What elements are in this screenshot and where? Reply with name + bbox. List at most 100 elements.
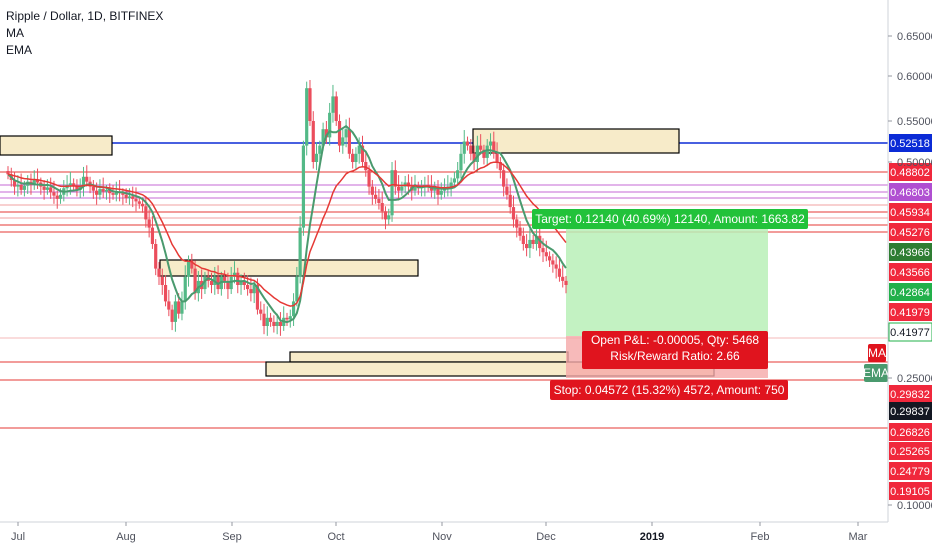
candle-body: [387, 215, 391, 220]
candle-body: [52, 192, 56, 196]
candle-body: [278, 321, 283, 326]
candle-body: [131, 196, 135, 199]
price-label-box: [889, 423, 932, 441]
price-label: 0.48802: [890, 167, 930, 179]
candle-body: [318, 145, 322, 154]
candle-body: [305, 88, 309, 146]
candle-body: [564, 280, 568, 285]
candle-body: [272, 321, 276, 326]
support-zone-box: [472, 128, 680, 154]
candle-body: [262, 313, 266, 326]
candle-body: [390, 170, 394, 216]
time-tick-label: Mar: [849, 531, 868, 543]
candle-body: [498, 162, 502, 171]
candle-body: [252, 285, 256, 294]
price-label-box: [889, 303, 932, 321]
candle-body: [134, 198, 138, 202]
candle-body: [160, 276, 164, 285]
candle-body: [137, 201, 141, 204]
candle-body: [452, 178, 456, 183]
price-label: 0.19105: [890, 486, 930, 498]
candle-body: [311, 121, 315, 162]
candle-body: [377, 198, 381, 203]
ma-tag: MA: [868, 346, 886, 360]
price-label-box: [888, 322, 932, 342]
candle-body: [229, 276, 233, 290]
price-label: 0.29837: [890, 406, 930, 418]
candle-body: [144, 206, 148, 220]
target-zone: [566, 228, 768, 336]
pnl-box-box: [582, 331, 768, 369]
chart-legend: Ripple / Dollar, 1D, BITFINEX MA EMA: [6, 8, 163, 59]
candle-body: [32, 180, 36, 185]
candle-body: [173, 301, 177, 322]
candle-body: [482, 149, 486, 158]
candle-body: [163, 285, 168, 302]
candle-body: [268, 317, 273, 322]
candle-body: [12, 180, 17, 187]
candle-body: [331, 96, 335, 113]
candle-body: [515, 219, 519, 228]
candle-body: [35, 180, 40, 183]
candle-body: [45, 187, 49, 190]
rr-label: Risk/Reward Ratio: 2.66: [610, 349, 740, 363]
legend-ema[interactable]: EMA: [6, 43, 33, 57]
candle-body: [380, 203, 384, 212]
candle-body: [344, 129, 348, 138]
candle-body: [347, 129, 351, 154]
candle-body: [154, 244, 158, 269]
candle-body: [177, 301, 181, 314]
candle-body: [400, 186, 404, 191]
candle-body: [547, 256, 552, 261]
candle-body: [203, 276, 207, 290]
candle-body: [374, 194, 378, 199]
price-label-box: [889, 163, 932, 181]
price-label-box: [889, 442, 932, 460]
target-label: Target: 0.12140 (40.69%) 12140, Amount: …: [535, 212, 805, 226]
candle-body: [488, 141, 493, 146]
candle-body: [459, 153, 463, 171]
candle-body: [22, 185, 27, 190]
candle-body: [439, 190, 443, 195]
legend-ma[interactable]: MA: [6, 26, 24, 40]
candle-body: [531, 239, 535, 244]
candle-body: [16, 184, 20, 187]
candle-body: [42, 186, 46, 190]
price-label: 0.43966: [890, 247, 930, 259]
candle-body: [275, 321, 279, 326]
time-tick-label: Sep: [222, 531, 242, 543]
candle-body: [538, 235, 542, 249]
candle-body: [226, 280, 230, 290]
ema-tag: EMA: [863, 366, 889, 380]
candle-body: [157, 268, 161, 277]
ema-tag-box: [864, 364, 888, 382]
candle-body: [518, 227, 522, 236]
chart-title: Ripple / Dollar, 1D, BITFINEX: [6, 9, 164, 23]
candle-body: [183, 276, 187, 302]
candle-body: [180, 301, 184, 314]
price-tick-label: 0.10000: [897, 500, 932, 512]
candle-body: [534, 235, 539, 244]
price-label-box: [889, 134, 932, 152]
candle-body: [288, 316, 292, 320]
candle-body: [308, 88, 312, 121]
price-label: 0.45276: [890, 227, 930, 239]
price-label: 0.45934: [890, 207, 930, 219]
candle-body: [528, 239, 532, 249]
price-label-box: [889, 462, 932, 480]
candle-body: [124, 194, 128, 199]
candle-body: [249, 289, 253, 294]
candle-body: [357, 145, 361, 154]
candle-body: [186, 260, 191, 277]
candle-body: [337, 121, 342, 146]
price-label: 0.42864: [890, 287, 930, 299]
candle-body: [101, 189, 105, 192]
time-tick-label: Feb: [751, 531, 770, 543]
candle-body: [104, 189, 109, 192]
candle-body: [75, 185, 79, 190]
candle-body: [541, 248, 545, 253]
